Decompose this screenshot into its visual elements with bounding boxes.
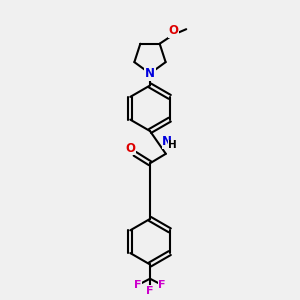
Text: F: F [146,286,154,296]
Text: F: F [134,280,142,290]
Text: O: O [169,24,178,37]
Text: H: H [168,140,177,150]
Text: O: O [125,142,135,154]
Text: F: F [158,280,166,290]
Text: N: N [145,67,155,80]
Text: N: N [162,135,172,148]
